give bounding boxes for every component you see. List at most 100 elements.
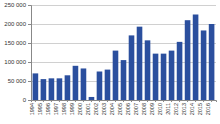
- x-tick-mark: [75, 100, 76, 102]
- x-tick-label: 2012: [173, 103, 179, 115]
- x-tick: 2004: [109, 100, 116, 115]
- y-axis-line: [28, 6, 32, 101]
- x-tick: 2005: [117, 100, 124, 115]
- x-tick-label: 2000: [77, 103, 83, 115]
- x-tick-label: 1998: [61, 103, 67, 115]
- x-tick-mark: [171, 100, 172, 102]
- x-tick-label: 2005: [117, 103, 123, 115]
- bar: [193, 15, 199, 101]
- y-tick-mark: [28, 81, 31, 82]
- x-tick-label: 2016: [205, 103, 211, 115]
- x-tick-mark: [179, 100, 180, 102]
- x-tick-mark: [67, 100, 68, 102]
- y-tick-label: 150 000: [4, 40, 26, 46]
- x-tick-mark: [147, 100, 148, 102]
- x-tick-mark: [51, 100, 52, 102]
- x-tick: 1998: [61, 100, 68, 115]
- x-tick: 2015: [197, 100, 204, 115]
- x-tick-mark: [35, 100, 36, 102]
- x-tick-label: 2009: [149, 103, 155, 115]
- y-tick-mark: [28, 43, 31, 44]
- x-tick: 2016: [205, 100, 212, 115]
- grid-line: [31, 5, 216, 6]
- bars: [33, 15, 215, 101]
- x-tick: 2006: [125, 100, 132, 115]
- x-tick-label: 2003: [101, 103, 107, 115]
- y-tick: 50 000: [8, 78, 31, 84]
- x-tick-mark: [195, 100, 196, 102]
- y-tick-label: 50 000: [8, 78, 27, 84]
- bar: [73, 66, 79, 100]
- x-tick-mark: [91, 100, 92, 102]
- x-tick-label: 1995: [37, 103, 43, 115]
- x-tick: 2012: [173, 100, 180, 115]
- x-tick: 1999: [69, 100, 76, 115]
- x-tick: 1997: [53, 100, 60, 115]
- bar: [137, 27, 143, 100]
- x-tick-mark: [83, 100, 84, 102]
- bar: [57, 78, 63, 100]
- x-tick-mark: [43, 100, 44, 102]
- bar: [121, 60, 127, 100]
- chart: 050 000100 000150 000200 000250 00019941…: [0, 0, 220, 124]
- y-tick-mark: [28, 100, 31, 101]
- bar: [145, 40, 151, 100]
- bar: [65, 75, 71, 100]
- x-tick: 2008: [141, 100, 148, 115]
- y-tick: 150 000: [4, 40, 31, 46]
- x-tick-mark: [99, 100, 100, 102]
- x-tick-mark: [123, 100, 124, 102]
- bar: [89, 97, 95, 100]
- x-tick-mark: [107, 100, 108, 102]
- x-tick: 2001: [85, 100, 92, 115]
- x-tick-label: 2002: [93, 103, 99, 115]
- y-tick: 100 000: [4, 59, 31, 65]
- x-tick: 2014: [189, 100, 196, 115]
- x-tick-label: 2007: [133, 103, 139, 115]
- bar: [41, 79, 47, 100]
- x-tick: 2009: [149, 100, 156, 115]
- x-tick-mark: [187, 100, 188, 102]
- x-tick-label: 2010: [157, 103, 163, 115]
- y-tick-label: 250 000: [4, 2, 26, 8]
- x-tick: 2003: [101, 100, 108, 115]
- bar: [209, 24, 215, 100]
- x-tick-label: 2006: [125, 103, 131, 115]
- grid-line: [31, 100, 216, 101]
- x-axis: 1994199519961997199819992000200120022003…: [29, 100, 217, 115]
- x-tick-mark: [163, 100, 164, 102]
- x-tick: 2013: [181, 100, 188, 115]
- x-tick-label: 2001: [85, 103, 91, 115]
- bar: [153, 54, 159, 100]
- bar: [33, 73, 39, 100]
- bar: [185, 20, 191, 100]
- x-tick-mark: [131, 100, 132, 102]
- x-axis-line: [32, 101, 217, 103]
- x-tick: 1996: [45, 100, 52, 115]
- y-tick-label: 0: [23, 97, 27, 103]
- bar: [169, 51, 175, 100]
- x-tick-label: 1996: [45, 103, 51, 115]
- x-tick-mark: [115, 100, 116, 102]
- x-tick-label: 2013: [181, 103, 187, 115]
- grid: [31, 6, 216, 101]
- x-tick: 2011: [165, 100, 172, 115]
- y-tick-mark: [28, 62, 31, 63]
- bar: [129, 35, 135, 100]
- bar: [49, 78, 55, 100]
- x-tick: 2010: [157, 100, 164, 115]
- x-tick-label: 2015: [197, 103, 203, 115]
- bar: [161, 54, 167, 100]
- bar: [97, 72, 103, 101]
- x-tick-label: 2011: [165, 103, 171, 115]
- bar: [105, 70, 111, 100]
- bar: [81, 68, 87, 100]
- y-tick: 250 000: [4, 2, 31, 8]
- x-tick: 2007: [133, 100, 140, 115]
- y-axis: 050 000100 000150 000200 000250 000: [4, 2, 31, 103]
- bar: [201, 30, 207, 100]
- x-tick-mark: [155, 100, 156, 102]
- y-tick-mark: [28, 5, 31, 6]
- x-tick-label: 1999: [69, 103, 75, 115]
- x-tick-label: 2008: [141, 103, 147, 115]
